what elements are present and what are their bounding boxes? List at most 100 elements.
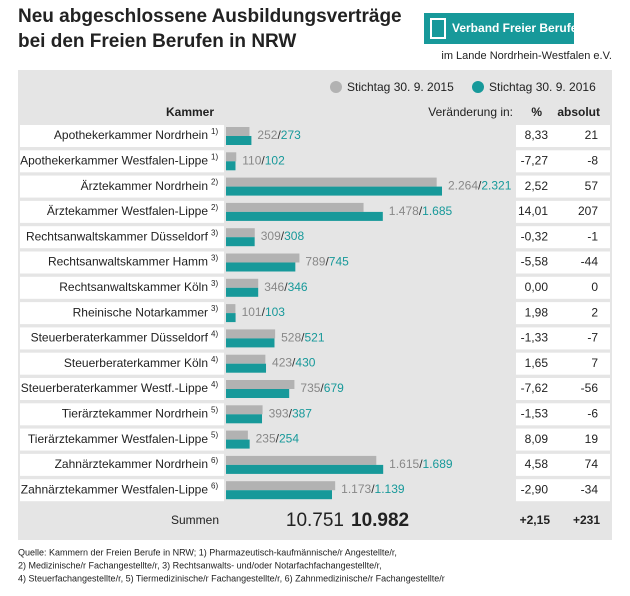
bar [226, 414, 263, 424]
abs-change: -7 [587, 331, 598, 345]
separator: / [301, 331, 305, 345]
category-label: Zahnärztekammer Nordrhein [55, 457, 208, 471]
category-note: 1) [211, 152, 218, 161]
title: Neu abgeschlossene Ausbildungsverträge [18, 6, 402, 27]
abs-change: -1 [587, 229, 598, 243]
row-background [20, 251, 224, 274]
bar [226, 161, 236, 171]
bar [226, 354, 266, 364]
value-label: 1.478/1.685 [389, 204, 453, 218]
value-label: 103 [265, 305, 285, 319]
pct-change: 4,58 [525, 457, 549, 471]
pct-change: 1,65 [525, 356, 549, 370]
separator: / [284, 280, 288, 294]
value-label: 393 [269, 406, 289, 420]
separator: / [276, 432, 280, 446]
bar [226, 262, 296, 272]
pct-change: -2,90 [521, 482, 549, 496]
row-background [516, 226, 610, 249]
pct-change: 14,01 [518, 204, 548, 218]
value-label: 1.689 [423, 457, 453, 471]
value-label: 1.478 [389, 204, 419, 218]
separator: / [262, 305, 266, 319]
category-note: 2) [211, 203, 218, 212]
value-label: 235 [256, 432, 276, 446]
abs-change: -6 [587, 406, 598, 420]
abs-change: -56 [581, 381, 599, 395]
abs-change: 7 [591, 356, 598, 370]
value-label: 110/102 [242, 153, 285, 167]
value-label: 423 [272, 356, 292, 370]
bar [226, 439, 250, 449]
value-label: 346/346 [264, 280, 308, 294]
bar [226, 481, 336, 491]
category-note: 3) [211, 304, 218, 313]
category-note: 6) [211, 481, 218, 490]
logo-subtitle: im Lande Nordrhein-Westfalen e.V. [441, 50, 612, 62]
row-background [20, 302, 224, 325]
value-label: 735/679 [300, 381, 344, 395]
value-label: 2.321 [481, 179, 511, 193]
source-note: 4) Steuerfachangestellte/r, 5) Tiermediz… [18, 573, 445, 583]
abs-change: 57 [585, 179, 599, 193]
bar [226, 389, 290, 398]
pct-change: 2,52 [525, 179, 549, 193]
abs-change: -34 [581, 482, 599, 496]
row-background [20, 428, 224, 451]
separator: / [292, 356, 296, 370]
value-label: 528 [281, 331, 301, 345]
separator: / [325, 255, 329, 269]
value-label: 101/103 [242, 305, 286, 319]
row-background [20, 150, 224, 173]
row-background [20, 226, 224, 249]
category-label: Rheinische Notarkammer [73, 305, 208, 319]
pct-change: -0,32 [521, 229, 549, 243]
legend-marker [330, 81, 342, 93]
pct-change: -1,33 [521, 331, 549, 345]
separator: / [419, 457, 423, 471]
bar [226, 313, 236, 323]
sum-value: 10.751 [286, 510, 344, 531]
bar [226, 490, 332, 500]
bar [226, 455, 377, 465]
bar [226, 211, 383, 221]
category-note: 3) [211, 228, 218, 237]
row-background [516, 200, 610, 223]
row-background [516, 378, 610, 400]
category-note: 3) [211, 279, 218, 288]
row-background [516, 125, 610, 147]
sum-label: Summen [171, 513, 219, 527]
value-label: 2.264 [448, 179, 478, 193]
category-note: 6) [211, 456, 218, 465]
pct-change: 8,09 [525, 432, 549, 446]
value-label: 745 [329, 255, 349, 269]
logo-icon [430, 18, 446, 39]
category-label: Tierärztekammer Westfalen-Lippe [28, 432, 208, 446]
value-label: 273 [281, 128, 301, 142]
separator: / [320, 381, 324, 395]
legend-label: Stichtag 30. 9. 2016 [489, 80, 596, 94]
row-background [516, 150, 610, 173]
value-label: 1.173/1.139 [341, 482, 405, 496]
row-background [20, 327, 224, 350]
row-background [516, 175, 610, 198]
row-background [20, 352, 224, 375]
category-note: 5) [211, 431, 218, 440]
value-label: 346 [264, 280, 284, 294]
category-label: Rechtsanwaltskammer Hamm [48, 255, 208, 269]
row-background [20, 200, 224, 223]
category-label: Steuerberaterkammer Düsseldorf [31, 331, 209, 345]
value-label: 2.264/2.321 [448, 179, 512, 193]
row-background [20, 479, 224, 502]
category-label: Steuerberaterkammer Westf.-Lippe [21, 381, 209, 395]
pct-change: 8,33 [525, 128, 549, 142]
title: bei den Freien Berufen in NRW [18, 31, 296, 52]
row-background [516, 453, 610, 476]
abs-change: 207 [578, 204, 598, 218]
legend-label: Stichtag 30. 9. 2015 [347, 80, 454, 94]
bar [226, 177, 437, 187]
category-label: Zahnärztekammer Westfalen-Lippe [21, 482, 209, 496]
logo-text: Verband Freier Berufe [452, 21, 578, 35]
category-note: 4) [211, 355, 218, 364]
sum-pct: +2,15 [520, 513, 551, 527]
